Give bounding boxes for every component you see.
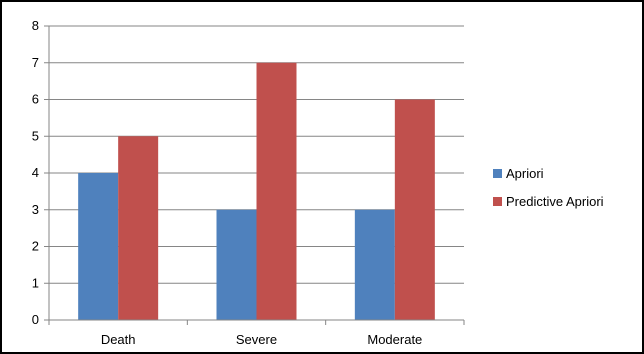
legend-label: Predictive Apriori: [506, 194, 604, 209]
y-tick-label: 2: [32, 239, 39, 254]
y-tick-label: 6: [32, 92, 39, 107]
y-tick-label: 1: [32, 275, 39, 290]
axes: [44, 25, 465, 325]
legend-swatch-apriori: [493, 169, 502, 178]
y-tick-label: 5: [32, 128, 39, 143]
bar-apriori-moderate: [354, 209, 395, 320]
bar-apriori-severe: [216, 209, 257, 320]
tick-labels: 0 1 2 3 4 5 6 7 8 Death Severe Moderate: [32, 18, 423, 347]
legend: Apriori Predictive Apriori: [493, 166, 604, 209]
y-tick-label: 8: [32, 18, 39, 33]
y-tick-label: 0: [32, 312, 39, 327]
bar-predictive-apriori-moderate: [394, 99, 435, 320]
y-tick-label: 4: [32, 165, 39, 180]
x-tick-label: Death: [101, 332, 136, 347]
bars: [78, 62, 435, 320]
bar-apriori-death: [78, 173, 119, 320]
bar-predictive-apriori-death: [118, 136, 159, 320]
y-tick-label: 7: [32, 55, 39, 70]
bar-predictive-apriori-severe: [256, 62, 297, 320]
legend-label: Apriori: [506, 166, 544, 181]
x-tick-label: Moderate: [367, 332, 422, 347]
legend-swatch-predictive-apriori: [493, 197, 502, 206]
y-tick-label: 3: [32, 202, 39, 217]
x-tick-label: Severe: [236, 332, 277, 347]
